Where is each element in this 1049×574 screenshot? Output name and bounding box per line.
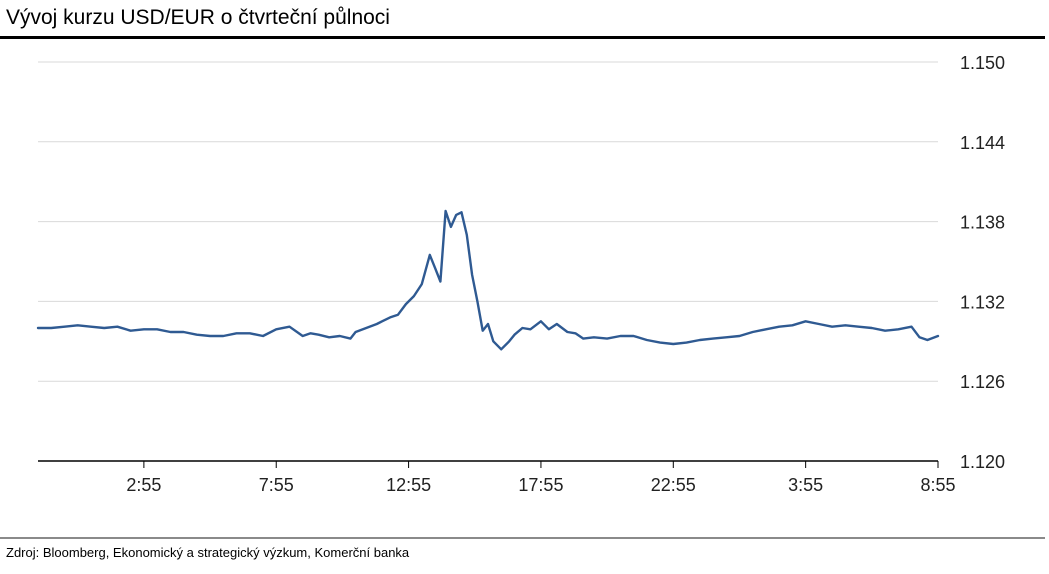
y-tick-label: 1.132	[960, 292, 1005, 312]
y-tick-label: 1.144	[960, 133, 1005, 153]
line-chart: 1.150 1.144 1.138 1.132 1.126 1.120 2:55 7:55 12…	[36, 53, 1005, 495]
y-tick-label: 1.120	[960, 452, 1005, 472]
x-tick-label: 17:55	[518, 475, 563, 495]
series-line	[36, 209, 940, 351]
chart-title: Vývoj kurzu USD/EUR o čtvrteční půlnoci	[6, 6, 390, 29]
x-tick-label: 2:55	[126, 475, 161, 495]
source-rule	[0, 537, 1045, 539]
y-tick-label: 1.126	[960, 372, 1005, 392]
title-rule	[0, 36, 1045, 39]
x-tick-label: 12:55	[386, 475, 431, 495]
x-tick-label: 7:55	[259, 475, 294, 495]
x-tick-label: 8:55	[920, 475, 955, 495]
source-note: Zdroj: Bloomberg, Ekonomický a strategic…	[6, 545, 410, 560]
x-tick-label: 3:55	[788, 475, 823, 495]
y-tick-label: 1.150	[960, 53, 1005, 73]
y-tick-label: 1.138	[960, 213, 1005, 233]
x-tick-label: 22:55	[651, 475, 696, 495]
